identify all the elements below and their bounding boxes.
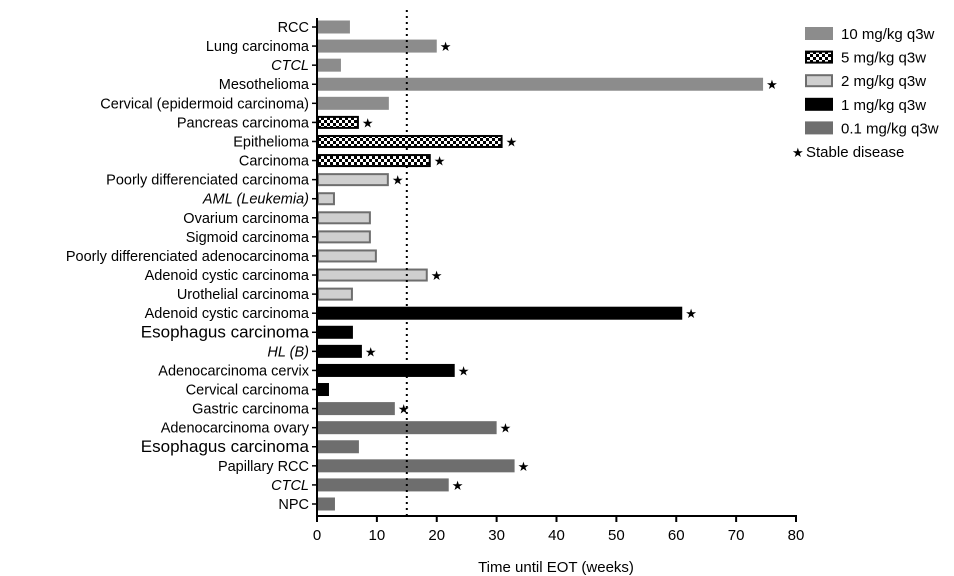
legend-swatch — [805, 74, 833, 88]
stable-disease-marker: ★ — [431, 269, 443, 284]
stable-disease-marker: ★ — [685, 307, 697, 322]
bar — [317, 325, 353, 339]
category-label: Esophagus carcinoma — [141, 322, 310, 341]
bar — [317, 115, 359, 129]
bar — [317, 230, 371, 244]
stable-disease-marker: ★ — [500, 422, 512, 437]
bar — [317, 249, 377, 263]
stable-disease-marker: ★ — [766, 78, 778, 93]
category-label: Adenoid cystic carcinoma — [145, 306, 310, 322]
category-label: Cervical carcinoma — [186, 383, 310, 399]
category-label: RCC — [278, 20, 309, 36]
x-tick-label: 50 — [608, 527, 625, 544]
category-label: HL (B) — [267, 344, 309, 360]
category-label: Urothelial carcinoma — [177, 287, 310, 303]
category-label: Poorly differenciated adenocarcinoma — [66, 249, 310, 265]
bar — [317, 363, 455, 377]
bar — [317, 58, 341, 72]
stable-disease-marker: ★ — [440, 40, 452, 55]
category-label: Adenocarcinoma ovary — [161, 421, 310, 437]
bar — [317, 421, 497, 435]
stable-disease-marker: ★ — [398, 403, 410, 418]
bar — [317, 344, 362, 358]
stable-disease-marker: ★ — [362, 116, 374, 131]
category-label: Cervical (epidermoid carcinoma) — [100, 96, 309, 112]
stable-disease-marker: ★ — [434, 155, 446, 170]
category-label: Ovarium carcinoma — [183, 211, 310, 227]
bar — [317, 459, 515, 473]
bar — [317, 497, 335, 511]
bar — [317, 20, 350, 34]
stable-disease-marker: ★ — [365, 345, 377, 360]
category-label: Mesothelioma — [219, 77, 310, 93]
bar — [317, 77, 764, 91]
bar — [317, 287, 353, 301]
category-label: Gastric carcinoma — [192, 402, 310, 418]
bar — [317, 192, 335, 206]
x-tick-label: 30 — [488, 527, 505, 544]
legend-label: 1 mg/kg q3w — [841, 97, 926, 114]
x-axis-title: Time until EOT (weeks) — [478, 559, 634, 576]
legend-label: 2 mg/kg q3w — [841, 73, 926, 90]
category-label: Sigmoid carcinoma — [186, 230, 310, 246]
stable-disease-marker: ★ — [452, 479, 464, 494]
bars-layer: ★ ★ ★ ★ ★ ★ ★ ★ ★ ★ ★ ★ ★ ★ — [317, 20, 778, 511]
bar — [317, 96, 389, 110]
bar — [317, 440, 359, 454]
legend-label: 0.1 mg/kg q3w — [841, 120, 939, 137]
bar — [317, 39, 437, 53]
bar — [317, 211, 371, 225]
bar — [317, 154, 431, 168]
legend-label: 5 mg/kg q3w — [841, 50, 926, 67]
bar — [317, 478, 449, 492]
legend-swatch — [805, 50, 833, 64]
bar — [317, 306, 683, 320]
legend-swatch — [805, 121, 833, 135]
category-label: Carcinoma — [239, 154, 310, 170]
category-label: NPC — [278, 497, 309, 513]
x-tick-label: 60 — [668, 527, 685, 544]
legend-label-stable-disease: Stable disease — [806, 144, 904, 161]
legend: 10 mg/kg q3w 5 mg/kg q3w 2 mg/kg q3w 1 mg/k… — [792, 26, 939, 161]
x-tick-label: 80 — [788, 527, 805, 544]
x-tick-label: 0 — [313, 527, 321, 544]
legend-swatch — [805, 97, 833, 111]
category-label: AML (Leukemia) — [202, 192, 309, 208]
category-label: CTCL — [271, 478, 309, 494]
x-tick-label: 40 — [548, 527, 565, 544]
bar — [317, 268, 428, 282]
x-tick-label: 20 — [428, 527, 445, 544]
bar — [317, 402, 395, 416]
x-axis: 0 10 20 30 40 50 60 70 80 — [312, 10, 804, 544]
category-label: Poorly differenciated carcinoma — [106, 173, 310, 189]
legend-label: 10 mg/kg q3w — [841, 26, 935, 43]
stable-disease-marker: ★ — [392, 174, 404, 189]
category-label: Epithelioma — [233, 134, 310, 150]
category-label: Esophagus carcinoma — [141, 437, 310, 456]
bar — [317, 383, 329, 397]
stable-disease-marker: ★ — [518, 460, 530, 475]
category-label: Lung carcinoma — [206, 39, 310, 55]
category-labels: RCC Lung carcinoma CTCL Mesothelioma Cervica… — [66, 20, 310, 513]
category-label: Adenocarcinoma cervix — [158, 363, 309, 379]
category-label: CTCL — [271, 58, 309, 74]
legend-swatch — [805, 27, 833, 40]
category-label: Papillary RCC — [218, 459, 309, 475]
x-tick-label: 10 — [369, 527, 386, 544]
bar — [317, 173, 389, 187]
x-tick-label: 70 — [728, 527, 745, 544]
bar — [317, 134, 503, 148]
stable-disease-marker: ★ — [458, 364, 470, 379]
category-label: Adenoid cystic carcinoma — [145, 268, 310, 284]
legend-star-icon: ★ — [792, 146, 804, 161]
category-label: Pancreas carcinoma — [177, 115, 310, 131]
stable-disease-marker: ★ — [506, 135, 518, 150]
